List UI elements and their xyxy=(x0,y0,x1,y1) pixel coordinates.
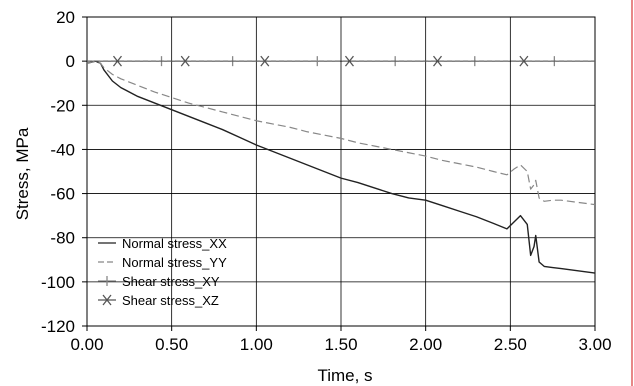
x-tick-label: 1.50 xyxy=(324,335,357,354)
y-tick-label: -60 xyxy=(50,185,75,204)
legend-label: Normal stress_YY xyxy=(122,255,227,270)
y-tick-label: -20 xyxy=(50,96,75,115)
legend-item: Normal stress_YY xyxy=(98,255,227,270)
legend-item: Normal stress_XX xyxy=(98,236,227,251)
y-tick-label: -120 xyxy=(41,317,75,336)
x-tick-label: 2.00 xyxy=(409,335,442,354)
series-normal-stress-yy xyxy=(86,60,596,206)
data-point-cross-marker xyxy=(180,55,190,67)
legend-label: Shear stress_XY xyxy=(122,274,220,289)
legend-item: Shear stress_XY xyxy=(98,274,220,289)
y-axis-title: Stress, MPa xyxy=(13,127,32,220)
x-axis-title: Time, s xyxy=(317,366,372,385)
y-tick-label: -40 xyxy=(50,140,75,159)
x-tick-label: 0.00 xyxy=(70,335,103,354)
axes xyxy=(82,16,596,331)
y-tick-label: 20 xyxy=(56,8,75,27)
tick-labels: 0.00 0.50 1.00 1.50 2.00 2.50 3.00 20 0 -20 -40 -60… xyxy=(41,8,612,354)
data-point-cross-marker xyxy=(112,55,122,67)
data-point-cross-marker xyxy=(519,55,529,67)
series-shear-stress-xz xyxy=(87,55,595,67)
x-tick-label: 2.50 xyxy=(494,335,527,354)
series-line xyxy=(86,60,596,206)
series-normal-stress-xx xyxy=(86,60,596,274)
legend-cross-marker xyxy=(102,294,112,306)
y-tick-label: -80 xyxy=(50,229,75,248)
data-point-cross-marker xyxy=(260,55,270,67)
legend-label: Normal stress_XX xyxy=(122,236,227,251)
x-tick-label: 3.00 xyxy=(578,335,611,354)
y-tick-label: -100 xyxy=(41,273,75,292)
y-tick-label: 0 xyxy=(66,52,75,71)
series-group xyxy=(86,55,596,274)
legend: Normal stress_XX Normal stress_YY Shear st… xyxy=(98,236,227,308)
x-tick-label: 0.50 xyxy=(155,335,188,354)
series-line xyxy=(86,60,596,274)
legend-label: Shear stress_XZ xyxy=(122,293,219,308)
legend-item: Shear stress_XZ xyxy=(98,293,219,308)
x-tick-label: 1.00 xyxy=(240,335,273,354)
data-point-cross-marker xyxy=(344,55,354,67)
data-point-cross-marker xyxy=(433,55,443,67)
